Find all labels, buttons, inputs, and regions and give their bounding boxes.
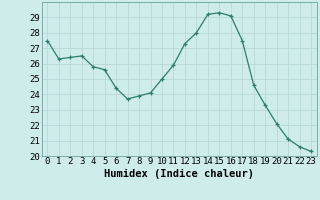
X-axis label: Humidex (Indice chaleur): Humidex (Indice chaleur) bbox=[104, 169, 254, 179]
